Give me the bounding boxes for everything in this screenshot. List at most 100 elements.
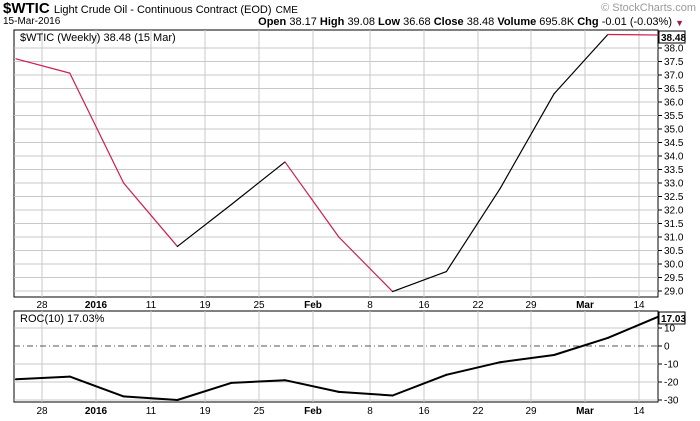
volume-value: 695.8K bbox=[539, 16, 575, 28]
price-ytick-label-18: 38.0 bbox=[664, 44, 684, 55]
price-series-segment-10 bbox=[553, 33, 609, 95]
open-value: 38.17 bbox=[289, 16, 317, 28]
quote-date: 15-Mar-2016 bbox=[3, 16, 61, 27]
price-last-value-label: 38.48 bbox=[661, 33, 686, 44]
roc-ytick-label-0: -30 bbox=[664, 396, 679, 407]
roc-xtick-label-2: 11 bbox=[146, 406, 157, 417]
roc-series-segment-1 bbox=[68, 375, 125, 398]
roc-series-segment-7 bbox=[391, 373, 448, 397]
price-xtick-label-2: 11 bbox=[146, 300, 157, 311]
price-series-segment-6 bbox=[338, 236, 394, 293]
price-ytick-label-4: 31.0 bbox=[664, 233, 684, 244]
price-xtick-label-0: 28 bbox=[36, 300, 48, 311]
roc-xtick-label-4: 25 bbox=[253, 406, 265, 417]
price-ytick-label-2: 30.0 bbox=[664, 260, 684, 271]
open-label: Open bbox=[258, 16, 287, 28]
price-series-segment-4 bbox=[230, 161, 286, 206]
price-series-segment-1 bbox=[69, 72, 125, 184]
price-last-value-box bbox=[658, 30, 686, 44]
price-xtick-label-9: 29 bbox=[525, 300, 537, 311]
chg-value: -0.01 (-0.03%) bbox=[601, 16, 672, 28]
chart-header: $WTIC Light Crude Oil - Continuous Contr… bbox=[0, 0, 700, 30]
roc-xtick-label-1: 2016 bbox=[85, 406, 108, 417]
close-value: 38.48 bbox=[466, 16, 495, 28]
price-series-segment-7 bbox=[392, 270, 447, 293]
low-value: 36.68 bbox=[403, 16, 431, 28]
roc-last-value-label: 17.03 bbox=[661, 314, 686, 325]
price-xtick-label-3: 19 bbox=[199, 300, 211, 311]
price-series-segment-3 bbox=[176, 204, 232, 248]
roc-series-segment-10 bbox=[553, 336, 609, 356]
price-series-segment-9 bbox=[499, 93, 555, 189]
symbol-line: $WTIC Light Crude Oil - Continuous Contr… bbox=[3, 0, 298, 17]
price-ytick-label-15: 36.5 bbox=[664, 84, 684, 95]
price-ytick-label-11: 34.5 bbox=[664, 138, 684, 149]
symbol-description: Light Crude Oil - Continuous Contract (E… bbox=[53, 4, 272, 16]
price-ytick-label-12: 35.0 bbox=[664, 125, 684, 136]
price-series-segment-8 bbox=[445, 187, 501, 273]
roc-title: ROC(10) 17.03% bbox=[20, 313, 105, 325]
roc-xtick-label-11: 14 bbox=[633, 406, 645, 417]
roc-last-value-box bbox=[658, 311, 686, 325]
roc-xtick-label-8: 22 bbox=[472, 406, 484, 417]
price-xtick-label-5: Feb bbox=[304, 300, 322, 311]
price-ytick-label-0: 29.0 bbox=[664, 287, 684, 298]
roc-xtick-label-9: 29 bbox=[525, 406, 537, 417]
price-xtick-label-10: Mar bbox=[576, 300, 594, 311]
price-xtick-label-1: 2016 bbox=[85, 300, 108, 311]
low-label: Low bbox=[378, 16, 401, 28]
price-ytick-label-16: 37.0 bbox=[664, 71, 684, 82]
roc-panel: -30 -20 -10 0 10 ROC(10) 17.03% 17.03 28 2016 11 1… bbox=[13, 310, 686, 417]
roc-xtick-label-7: 16 bbox=[418, 406, 430, 417]
brand-watermark: © StockCharts.com bbox=[601, 2, 696, 14]
price-title: $WTIC (Weekly) 38.48 (15 Mar) bbox=[20, 32, 176, 44]
roc-series-segment-0 bbox=[15, 375, 71, 381]
price-ytick-label-8: 33.0 bbox=[664, 179, 684, 190]
roc-ytick-label-4: 10 bbox=[664, 324, 676, 335]
close-label: Close bbox=[433, 16, 464, 28]
price-series-segment-0 bbox=[15, 58, 71, 74]
price-ytick-label-3: 30.5 bbox=[664, 246, 684, 257]
roc-xtick-label-10: Mar bbox=[576, 406, 594, 417]
roc-series-segment-4 bbox=[230, 379, 286, 384]
price-xtick-label-6: 8 bbox=[367, 300, 373, 311]
roc-xtick-label-6: 8 bbox=[367, 406, 373, 417]
roc-series-segment-5 bbox=[284, 379, 340, 393]
roc-series-segment-11 bbox=[606, 314, 663, 339]
price-ytick-label-17: 37.5 bbox=[664, 57, 684, 68]
price-panel: 29.0 29.5 30.0 30.5 31.0 31.5 32.0 32.5 33.0 33.5… bbox=[13, 29, 686, 311]
down-arrow-icon: ▼ bbox=[675, 18, 684, 28]
roc-series-segment-6 bbox=[337, 390, 394, 397]
roc-ytick-label-3: 0 bbox=[664, 342, 670, 353]
price-ytick-label-5: 31.5 bbox=[664, 219, 684, 230]
volume-label: Volume bbox=[497, 16, 537, 28]
roc-series-segment-8 bbox=[445, 361, 502, 376]
roc-ytick-label-2: -10 bbox=[664, 360, 679, 371]
price-frame bbox=[13, 29, 659, 298]
price-series-segment-11 bbox=[607, 33, 663, 36]
price-series-segment-5 bbox=[284, 161, 340, 238]
price-ytick-label-7: 32.5 bbox=[664, 192, 684, 203]
price-ytick-label-1: 29.5 bbox=[664, 273, 684, 284]
price-ytick-label-6: 32.0 bbox=[664, 206, 684, 217]
roc-xtick-label-5: Feb bbox=[304, 406, 322, 417]
roc-xtick-label-3: 19 bbox=[199, 406, 211, 417]
price-series-segment-2 bbox=[122, 182, 178, 248]
quote-summary: Open 38.17 High 39.08 Low 36.68 Close 38… bbox=[258, 16, 672, 28]
price-xtick-label-8: 22 bbox=[472, 300, 484, 311]
roc-xtick-label-0: 28 bbox=[36, 406, 48, 417]
high-value: 39.08 bbox=[347, 16, 375, 28]
roc-frame bbox=[13, 310, 659, 403]
exchange: CME bbox=[275, 5, 298, 16]
roc-series-segment-2 bbox=[122, 395, 179, 401]
price-ytick-label-10: 34.0 bbox=[664, 152, 684, 163]
price-xtick-label-11: 14 bbox=[633, 300, 645, 311]
price-xtick-label-4: 25 bbox=[253, 300, 265, 311]
roc-series-segment-3 bbox=[176, 381, 233, 401]
price-xtick-label-7: 16 bbox=[418, 300, 430, 311]
high-label: High bbox=[319, 16, 345, 28]
price-ytick-label-9: 33.5 bbox=[664, 165, 684, 176]
price-ytick-label-13: 35.5 bbox=[664, 111, 684, 122]
roc-ytick-label-1: -20 bbox=[664, 378, 679, 389]
